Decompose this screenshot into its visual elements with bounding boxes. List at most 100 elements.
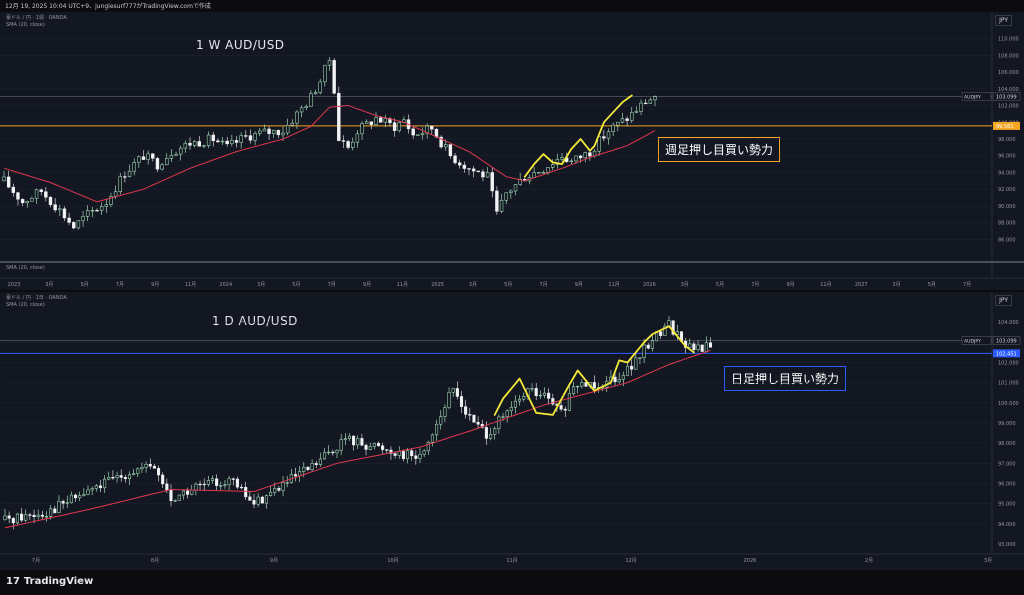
candle-body — [547, 392, 551, 399]
candle-body — [468, 414, 472, 416]
weekly-chart-panel[interactable]: 豪ドル / 円 · 1週 · OANDA SMA (20, close) JPY… — [0, 12, 1024, 290]
candle-body — [572, 386, 576, 394]
candle-body — [253, 133, 257, 141]
daily-chart-svg[interactable]: 93.000 94.000 95.000 96.000 97.000 98.000 99.0… — [0, 292, 1024, 570]
level-tag-text: 99.561 — [996, 124, 1014, 130]
candle-body — [551, 398, 555, 405]
candle-body — [202, 483, 206, 486]
candle-body — [225, 140, 229, 145]
daily-currency-label[interactable]: JPY — [995, 295, 1012, 306]
candle-body — [538, 394, 542, 397]
candle-body — [530, 388, 534, 390]
candle-body — [563, 408, 567, 411]
candle-body — [177, 494, 181, 501]
candle-body — [11, 186, 15, 193]
candle-body — [708, 342, 713, 348]
candle-body — [606, 131, 611, 139]
candle-body — [202, 145, 206, 147]
candle-body — [107, 477, 111, 480]
candle-body — [393, 453, 397, 456]
candle-body — [314, 463, 318, 465]
candle-body — [44, 516, 49, 518]
candle-body — [76, 220, 81, 229]
candle-body — [397, 122, 401, 131]
candle-body — [318, 81, 322, 93]
weekly-chart-svg[interactable]: 86.000 88.000 90.000 92.000 94.000 96.000 98.0… — [0, 12, 1024, 290]
daily-chart-panel[interactable]: 豪ドル / 円 · 1日 · OANDA SMA (20, close) JPY… — [0, 292, 1024, 570]
candle-body — [179, 147, 183, 155]
candle-body — [220, 140, 225, 143]
candle-body — [194, 483, 198, 491]
candle-body — [617, 379, 621, 382]
candle-body — [6, 176, 11, 188]
candle-body — [146, 153, 150, 160]
candle-body — [48, 196, 53, 205]
candle-body — [646, 344, 650, 349]
daily-symbol-line: 豪ドル / 円 · 1日 · OANDA SMA (20, close) — [6, 295, 67, 309]
candle-body — [630, 365, 634, 370]
candle-body — [332, 60, 336, 94]
candle-body — [495, 190, 499, 212]
candle-body — [378, 117, 383, 123]
candle-body — [462, 164, 467, 169]
candle-body — [653, 96, 657, 101]
candle-body — [397, 451, 401, 456]
candle-body — [32, 514, 36, 517]
y-tick-label: 96.000 — [998, 154, 1016, 160]
x-tick-label: 7月 — [328, 282, 336, 288]
candle-body — [231, 478, 235, 480]
tradingview-brand[interactable]: 17 TradingView — [6, 576, 93, 587]
candle-body — [165, 158, 169, 166]
candle-body — [299, 107, 304, 113]
candle-body — [692, 343, 696, 350]
x-tick-label: 2026 — [744, 558, 757, 564]
candle-body — [559, 405, 563, 410]
candle-body — [310, 463, 314, 471]
candle-body — [401, 451, 405, 459]
candle-body — [518, 398, 522, 402]
x-tick-label: 11月 — [506, 558, 517, 564]
y-tick-label: 99.000 — [998, 421, 1016, 427]
candle-body — [411, 128, 415, 136]
candle-body — [127, 170, 132, 177]
x-tick-label: 5月 — [81, 282, 89, 288]
candle-body — [197, 141, 201, 147]
candle-body — [592, 382, 596, 389]
daily-indicator-text: SMA (20, close) — [6, 302, 45, 308]
candle-body — [285, 125, 290, 134]
x-tick-label: 3月 — [984, 558, 992, 564]
candle-body — [69, 494, 73, 503]
candle-body — [675, 331, 679, 335]
footer-bar: 17 TradingView — [0, 570, 1024, 595]
x-tick-label: 7月 — [32, 558, 40, 564]
candle-body — [123, 176, 127, 178]
candle-body — [337, 92, 341, 141]
candle-body — [435, 423, 439, 436]
candle-body — [67, 217, 71, 223]
candle-body — [313, 92, 318, 94]
candle-body — [98, 485, 102, 489]
candle-body — [309, 93, 313, 107]
candle-body — [223, 484, 227, 486]
candle-body — [613, 376, 617, 382]
candle-body — [351, 141, 355, 148]
weekly-currency-label[interactable]: JPY — [995, 15, 1012, 26]
candle-body — [347, 435, 351, 439]
candle-body — [260, 496, 264, 504]
x-tick-label: 7月 — [963, 282, 971, 288]
level-tag-box — [993, 121, 1020, 130]
candle-body — [39, 189, 43, 192]
x-tick-label: 3月 — [681, 282, 689, 288]
y-tick-label: 93.000 — [998, 542, 1016, 548]
candle-body — [206, 134, 211, 146]
candle-body — [522, 396, 526, 400]
candle-body — [165, 483, 169, 491]
y-tick-label: 98.000 — [998, 137, 1016, 143]
candle-body — [123, 477, 127, 479]
candle-body — [541, 172, 546, 174]
candle-body — [621, 375, 625, 380]
candle-body — [374, 117, 378, 125]
level-tag-box — [993, 349, 1020, 358]
candle-body — [574, 155, 578, 162]
x-tick-label: 10月 — [387, 558, 398, 564]
